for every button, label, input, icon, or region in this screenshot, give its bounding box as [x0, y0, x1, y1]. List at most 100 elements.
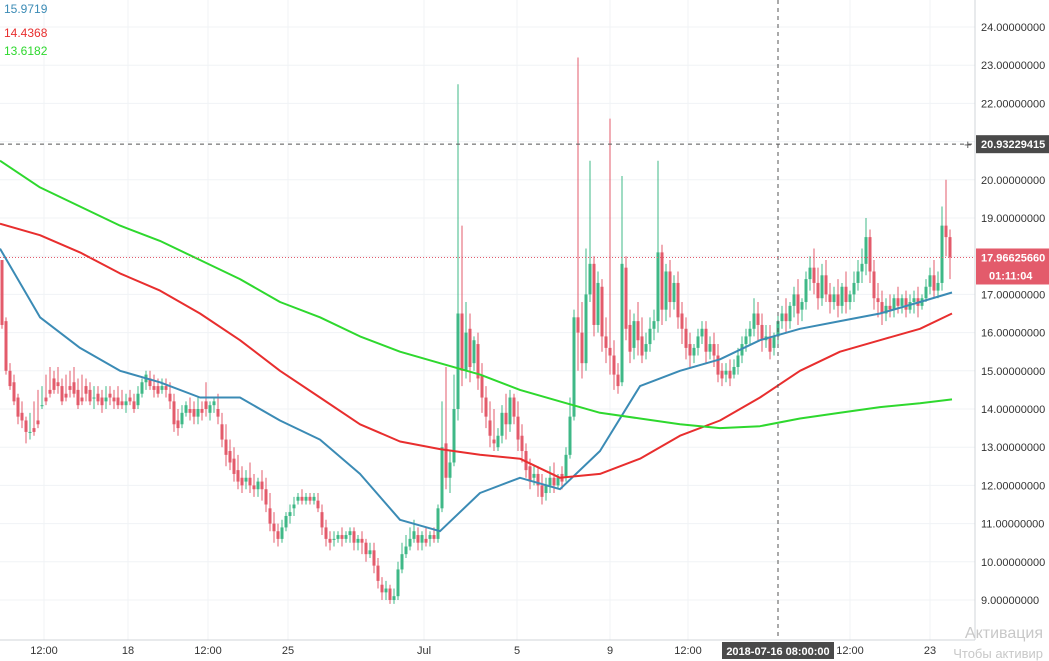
candle-down: [816, 282, 820, 299]
candle-up: [160, 386, 164, 390]
candle-down: [576, 317, 580, 333]
candle-down: [148, 378, 152, 387]
candle-up: [840, 286, 844, 306]
candle-up: [392, 596, 396, 600]
candle-up: [832, 294, 836, 303]
candle-down: [904, 298, 908, 310]
candle-up: [124, 401, 128, 406]
candle-up: [296, 496, 300, 501]
candle-down: [880, 302, 884, 314]
candle-down: [272, 523, 276, 532]
y-tick-label: 11.00000000: [981, 519, 1044, 531]
candle-up: [864, 237, 868, 264]
candle-down: [528, 466, 532, 482]
candle-down: [64, 393, 68, 398]
candle-up: [208, 405, 212, 413]
y-tick-label: 13.00000000: [981, 442, 1045, 454]
candle-down: [728, 370, 732, 379]
candle-down: [592, 263, 596, 325]
candle-down: [756, 313, 760, 325]
last-price-box: [976, 248, 1049, 285]
candle-up: [752, 313, 756, 329]
candle-down: [868, 237, 872, 272]
candle-down: [460, 313, 464, 371]
candle-down: [36, 420, 40, 425]
candle-up: [792, 294, 796, 306]
candle-up: [384, 588, 388, 593]
candle-down: [340, 535, 344, 539]
candle-down: [520, 435, 524, 452]
candle-up: [136, 393, 140, 406]
candle-up: [588, 263, 592, 295]
y-tick-label: 22.00000000: [981, 98, 1045, 110]
candle-down: [624, 267, 628, 329]
crosshair-time-label: 2018-07-16 08:00:00: [726, 646, 829, 658]
candle-up: [256, 481, 260, 490]
candle-up: [664, 271, 668, 310]
candle-up: [648, 328, 652, 345]
candle-down: [100, 397, 104, 406]
candle-down: [324, 527, 328, 539]
candle-up: [368, 550, 372, 555]
candle-up: [180, 412, 184, 425]
candle-down: [480, 374, 484, 398]
candle-down: [688, 344, 692, 356]
candle-up: [104, 397, 108, 402]
candle-up: [336, 535, 340, 539]
candle-down: [876, 298, 880, 303]
candle-up: [292, 504, 296, 509]
candle-down: [76, 389, 80, 406]
x-tick-label: Jul: [417, 645, 431, 657]
candle-up: [508, 397, 512, 425]
candle-down: [52, 378, 56, 390]
candle-down: [80, 397, 84, 402]
candle-up: [780, 313, 784, 322]
candle-up: [940, 225, 944, 283]
candle-up: [692, 347, 696, 356]
candle-up: [596, 282, 600, 325]
candle-up: [568, 416, 572, 455]
candle-down: [320, 512, 324, 528]
y-tick-label: 19.00000000: [981, 213, 1045, 225]
crosshair-time-box: [722, 642, 834, 659]
candle-down: [684, 328, 688, 348]
candle-down: [628, 324, 632, 352]
candle-up: [304, 496, 308, 501]
candle-down: [812, 267, 816, 283]
ma-slow-line: [0, 159, 953, 430]
candle-down: [16, 397, 20, 417]
candle-down: [60, 386, 64, 402]
candle-up: [708, 344, 712, 352]
candle-down: [760, 324, 764, 341]
x-tick-label: 18: [122, 645, 134, 657]
candle-down: [536, 473, 540, 486]
candle-down: [716, 355, 720, 375]
candle-up: [332, 538, 336, 540]
candle-up: [404, 546, 408, 555]
candle-down: [260, 481, 264, 490]
candle-up: [456, 313, 460, 409]
candle-down: [0, 260, 4, 325]
candle-up: [884, 305, 888, 314]
candle-down: [680, 313, 684, 329]
candle-down: [192, 409, 196, 417]
candle-down: [120, 401, 124, 406]
candle-down: [476, 344, 480, 379]
candle-down: [248, 477, 252, 486]
candle-up: [572, 317, 576, 417]
candle-up: [184, 405, 188, 413]
candle-up: [656, 252, 660, 322]
candle-up: [632, 321, 636, 348]
candle-down: [316, 500, 320, 509]
candle-up: [928, 275, 932, 287]
candle-down: [360, 538, 364, 543]
candle-down: [888, 305, 892, 310]
candle-down: [128, 397, 132, 402]
candle-down: [352, 531, 356, 543]
candle-down: [172, 401, 176, 425]
y-tick-label: 17.00000000: [981, 289, 1045, 301]
candle-up: [772, 336, 776, 348]
candle-down: [20, 412, 24, 421]
candle-up: [820, 275, 824, 299]
